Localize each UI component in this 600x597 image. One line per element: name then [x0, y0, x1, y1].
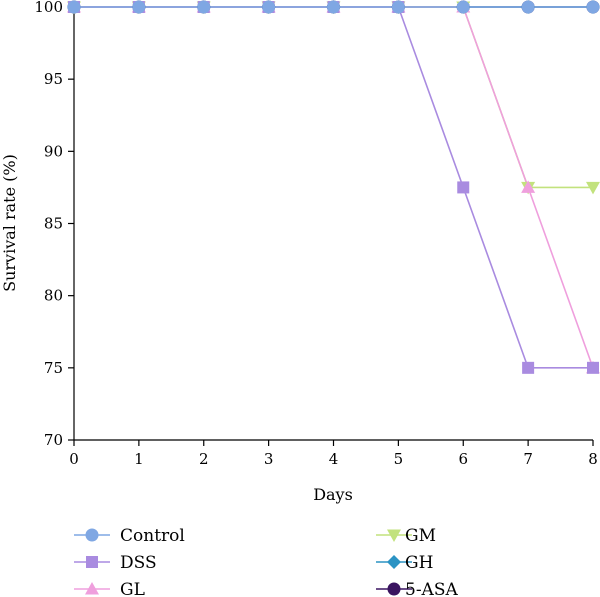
legend-item-gh: GH: [376, 553, 433, 573]
x-tick-label: 3: [264, 450, 274, 468]
y-tick-label: 100: [34, 0, 63, 16]
legend-label: Control: [120, 526, 185, 546]
data-point-control: [521, 0, 535, 14]
y-tick-label: 75: [44, 359, 63, 377]
data-point-control: [197, 0, 211, 14]
y-tick-label: 70: [44, 431, 63, 449]
x-tick-label: 8: [588, 450, 598, 468]
legend-item-gm: GM: [376, 526, 436, 546]
legend-label: GM: [405, 526, 436, 546]
x-tick-label: 5: [394, 450, 404, 468]
legend-item-dss: DSS: [74, 553, 157, 573]
legend-label: GL: [120, 580, 145, 597]
data-point-gm: [586, 181, 600, 195]
x-axis-title: Days: [313, 485, 353, 504]
series-line-gl: [74, 6, 594, 369]
data-point-control: [327, 0, 340, 14]
legend-marker-gm: [387, 529, 401, 542]
data-point-dss: [587, 361, 599, 374]
series-markers: [67, 0, 600, 374]
legend-label: DSS: [120, 553, 157, 573]
y-axis-title: Survival rate (%): [0, 154, 19, 292]
x-tick-label: 2: [199, 450, 209, 468]
legend-label: GH: [405, 553, 433, 573]
data-point-control: [391, 0, 405, 14]
data-point-control: [132, 0, 146, 14]
data-point-control: [67, 0, 81, 14]
legend-item-gl: GL: [74, 580, 145, 597]
legend: Control DSS GL GM GH 5-ASA: [74, 526, 458, 597]
y-tick-label: 95: [44, 70, 63, 88]
data-point-control: [456, 0, 470, 14]
x-tick-label: 7: [523, 450, 533, 468]
legend-marker-dss: [86, 556, 98, 568]
legend-marker-control: [85, 528, 99, 542]
y-tick-label: 80: [44, 287, 63, 305]
data-point-dss: [457, 181, 470, 194]
legend-item-5-asa: 5-ASA: [376, 580, 458, 597]
series-line-dss: [74, 6, 593, 369]
x-tick-label: 0: [69, 450, 79, 468]
axes: [73, 7, 593, 441]
legend-marker-gl: [85, 582, 99, 595]
data-point-gl: [521, 180, 536, 193]
y-tick-label: 90: [44, 142, 63, 160]
x-tick-label: 6: [458, 450, 468, 468]
ticks: 0 1 2 3 4 5 6 7 8 70 75 80 85 90 95 100: [34, 0, 597, 468]
data-point-control: [586, 0, 600, 14]
y-tick-label: 85: [44, 215, 63, 233]
x-tick-label: 4: [329, 450, 339, 468]
legend-marker-5-asa: [387, 582, 401, 596]
series-lines: [74, 6, 594, 369]
legend-item-control: Control: [74, 526, 185, 546]
data-point-control: [262, 0, 276, 14]
data-point-dss: [522, 361, 535, 374]
legend-label: 5-ASA: [405, 580, 458, 597]
legend-marker-gh: [387, 555, 401, 569]
x-tick-label: 1: [134, 450, 144, 468]
series-line-gm: [74, 6, 593, 189]
